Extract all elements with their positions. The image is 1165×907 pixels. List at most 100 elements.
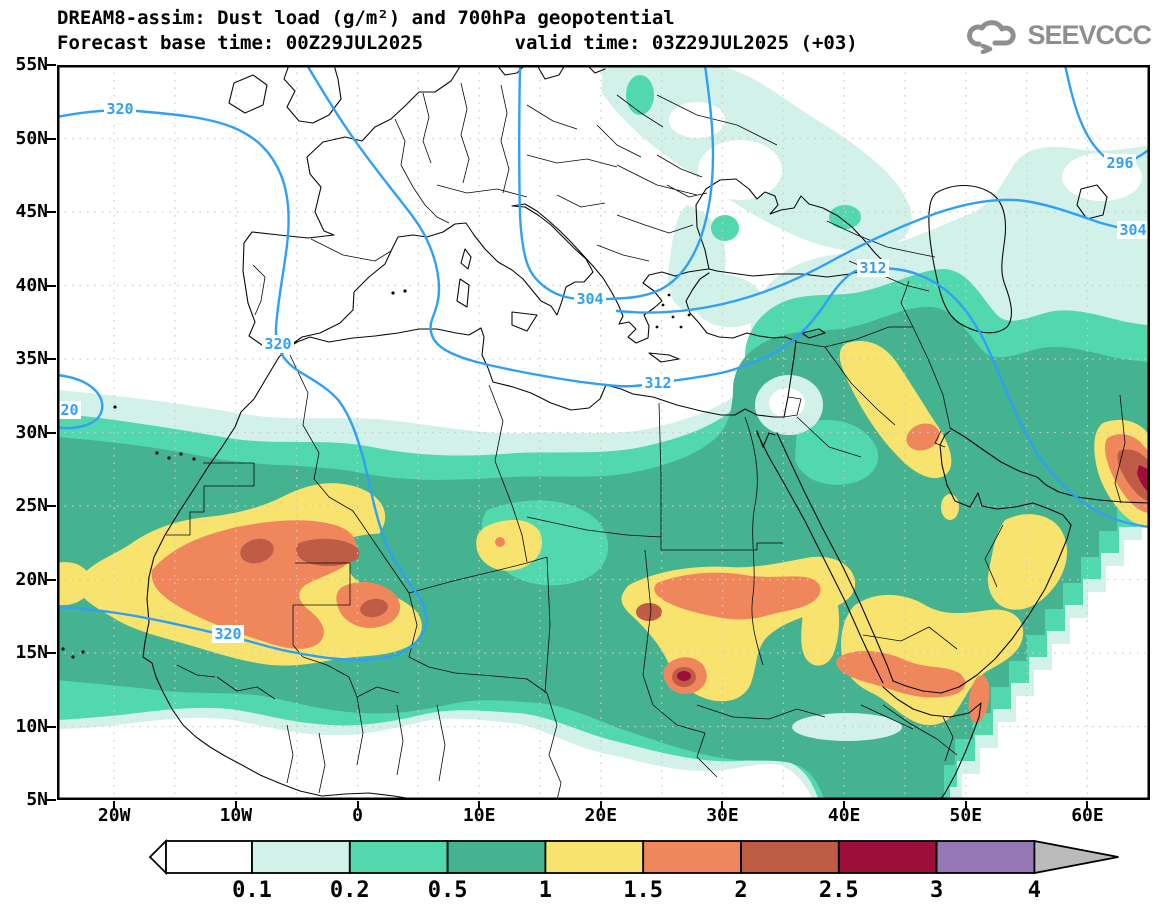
map-canvas: 320 320 320 320 312 312 304 304 296 <box>57 65 1150 800</box>
country-borders <box>166 82 1126 800</box>
colorbar-segment <box>165 840 253 874</box>
axis-tick <box>47 505 56 507</box>
lat-axis-label: 40N <box>15 274 48 296</box>
axis-tick <box>478 801 481 810</box>
colorbar-arrow-left <box>148 838 167 876</box>
contour-label-bg <box>857 259 889 277</box>
contour-label-bg <box>1117 221 1149 239</box>
dust-fill-1.5-kuwait <box>906 423 940 451</box>
colorbar-segment <box>251 840 351 874</box>
lon-axis-label: 20W <box>97 805 131 826</box>
coastlines <box>61 65 1150 800</box>
colorbar-label: 0.2 <box>330 878 370 903</box>
lat-axis-label: 25N <box>15 495 48 516</box>
lat-axis-label: 50N <box>15 127 48 149</box>
colorbar-label: 1 <box>539 878 552 903</box>
axis-tick <box>47 799 56 801</box>
axis-tick <box>47 578 56 581</box>
dust-fill-1.5-aden <box>836 650 966 698</box>
lat-axis-label: 15N <box>15 642 48 663</box>
axis-tick <box>47 284 56 287</box>
contour-label-bg <box>642 374 674 392</box>
brand-logo: SEEVCCC <box>965 16 1152 54</box>
colorbar-segment <box>348 840 449 874</box>
contour-label: 296 <box>1106 154 1133 172</box>
axis-tick <box>1086 801 1089 810</box>
colorbar-segment <box>740 840 840 874</box>
colorbar-label: 0.5 <box>428 878 468 903</box>
cloud-icon <box>967 20 1017 54</box>
contour-label: 312 <box>859 259 886 277</box>
colorbar: 0.1 0.2 0.5 1 1.5 2 2.5 3 4 <box>148 838 1119 903</box>
axis-tick <box>234 801 237 810</box>
axis-tick <box>843 801 846 810</box>
lon-axis-label: 50E <box>949 805 983 826</box>
lon-axis-label: 20E <box>584 805 618 826</box>
dust-fill-layers <box>57 65 1150 800</box>
colorbar-label: 3 <box>930 878 943 903</box>
colorbar-label: 1.5 <box>623 878 663 903</box>
dust-fill-1.5-somalia <box>968 675 990 723</box>
dust-fill-1-libya <box>476 519 543 571</box>
lat-axis-label: 5N <box>26 789 48 810</box>
map: 320 320 320 320 312 312 304 304 296 <box>57 65 1150 800</box>
contour-label-bg <box>574 290 606 308</box>
dust-fill-1-yemen <box>841 594 1024 726</box>
axis-tick <box>47 211 56 213</box>
colorbar-segment <box>446 840 547 874</box>
colorbar-segment <box>642 840 742 874</box>
axis-tick <box>599 801 602 810</box>
brand-text: SEEVCCC <box>1027 19 1152 50</box>
axis-tick <box>47 725 56 728</box>
contour-label-bg <box>104 100 136 118</box>
chart-title: DREAM8-assim: Dust load (g/m²) and 700hP… <box>57 7 675 29</box>
contour-label: 304 <box>576 290 603 308</box>
lat-axis-label: 20N <box>15 568 48 590</box>
axis-tick <box>47 64 56 66</box>
lon-axis-label: 10W <box>219 805 253 826</box>
colorbar-label: 4 <box>1028 878 1041 903</box>
colorbar-arrow-right <box>1033 839 1119 875</box>
contour-label-bg <box>262 335 294 353</box>
contour-labels: 320 320 320 320 312 312 304 304 296 <box>57 100 1149 643</box>
contour-label: 320 <box>106 100 133 118</box>
contour-label-bg <box>1104 154 1136 172</box>
axis-tick <box>721 801 724 810</box>
dust-fill-1-oman <box>987 514 1068 610</box>
colorbar-segment <box>837 840 938 874</box>
axis-tick <box>47 652 56 654</box>
contour-label: 320 <box>214 625 241 643</box>
contour-label-bg <box>212 625 244 643</box>
dust-fill-1.5-chad <box>654 572 821 620</box>
chart-subtitle: Forecast base time: 00Z29JUL2025 valid t… <box>57 32 858 54</box>
colorbar-label: 2.5 <box>819 878 859 903</box>
lat-axis-label: 30N <box>15 421 48 443</box>
lon-axis-label: 30E <box>706 805 739 826</box>
axis-tick <box>47 137 56 140</box>
lat-axis-label: 35N <box>15 348 48 369</box>
contour-label: 304 <box>1119 221 1146 239</box>
contour-label: 312 <box>644 374 671 392</box>
lon-axis-label: 0 <box>352 805 363 826</box>
lat-axis-label: 45N <box>15 201 48 222</box>
axis-tick <box>47 431 56 434</box>
axis-tick <box>964 801 967 810</box>
colorbar-segment <box>544 840 645 874</box>
dust-fill-0.1-marmara <box>689 273 764 328</box>
contour-label-bg <box>57 401 81 419</box>
axis-tick <box>356 801 359 810</box>
axis-tick <box>47 358 56 360</box>
lon-axis-label: 40E <box>827 805 861 826</box>
axis-tick <box>113 801 116 810</box>
lon-axis-label: 10E <box>462 805 496 826</box>
lat-axis-label: 55N <box>15 54 48 75</box>
contour-label: 320 <box>57 401 79 419</box>
lon-axis-label: 60E <box>1071 805 1104 826</box>
lat-axis-label: 10N <box>15 715 48 737</box>
colorbar-label: 2 <box>734 878 747 903</box>
colorbar-segment <box>935 840 1036 874</box>
contour-label: 320 <box>264 335 291 353</box>
colorbar-label: 0.1 <box>232 878 272 903</box>
map-frame <box>57 65 1150 800</box>
